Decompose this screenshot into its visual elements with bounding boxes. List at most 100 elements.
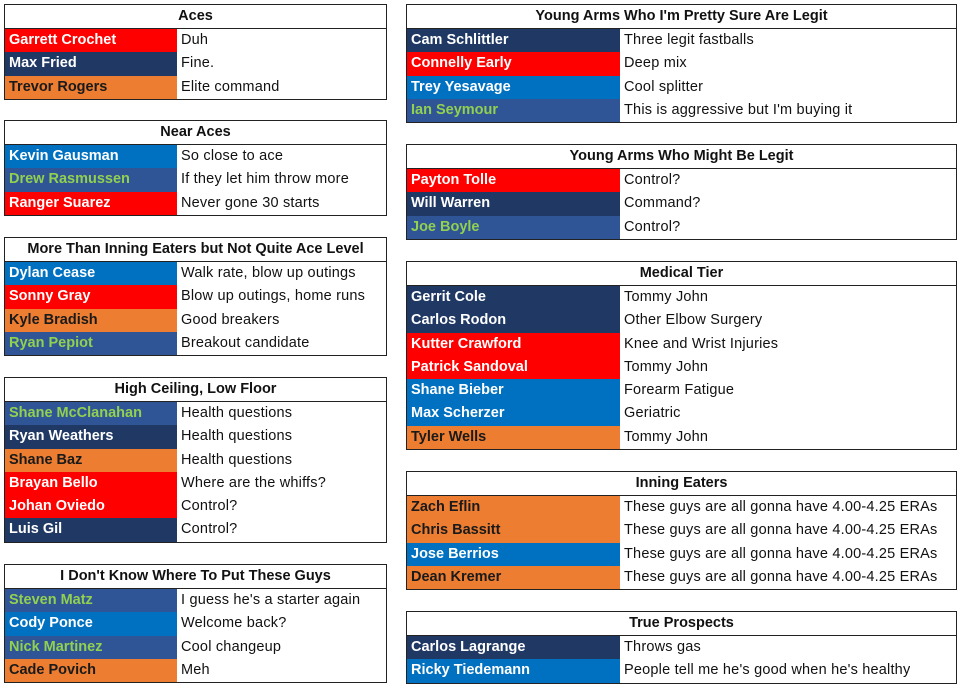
player-name: Drew Rasmussen xyxy=(5,168,177,192)
player-row: Steven Matz I guess he's a starter again xyxy=(5,589,386,613)
player-name: Kyle Bradish xyxy=(5,308,177,332)
player-name: Trevor Rogers xyxy=(5,75,177,99)
tier-title: More Than Inning Eaters but Not Quite Ac… xyxy=(5,238,386,262)
player-row: Drew Rasmussen If they let him throw more xyxy=(5,168,386,192)
tier-table: Young Arms Who Might Be Legit Payton Toll… xyxy=(406,144,957,240)
player-row: Will Warren Command? xyxy=(407,192,956,216)
player-note: These guys are all gonna have 4.00-4.25 … xyxy=(624,568,938,585)
player-name: Tyler Wells xyxy=(407,425,620,450)
tier-table: I Don't Know Where To Put These Guys Stev… xyxy=(4,564,387,684)
player-note: Command? xyxy=(624,195,701,212)
player-name: Nick Martinez xyxy=(5,635,177,659)
player-note: Forearm Fatigue xyxy=(624,382,735,399)
player-note: Meh xyxy=(181,661,210,678)
player-note: Breakout candidate xyxy=(181,334,310,351)
player-note: Health questions xyxy=(181,428,293,445)
player-note: Cool changeup xyxy=(181,638,282,655)
player-name: Gerrit Cole xyxy=(407,286,620,310)
player-row: Max Fried Fine. xyxy=(5,52,386,76)
tier-title: Aces xyxy=(5,5,386,29)
player-name: Garrett Crochet xyxy=(5,29,177,53)
player-note: Tommy John xyxy=(624,358,709,375)
player-name: Zach Eflin xyxy=(407,496,620,520)
player-note: Health questions xyxy=(181,405,293,421)
player-note: Deep mix xyxy=(624,55,687,72)
player-row: Nick Martinez Cool changeup xyxy=(5,635,386,659)
player-row: Jose Berrios These guys are all gonna hav… xyxy=(407,542,956,566)
player-row: Shane McClanahan Health questions xyxy=(5,402,386,426)
player-note: This is aggressive but I'm buying it xyxy=(624,101,853,118)
player-row: Ian Seymour This is aggressive but I'm bu… xyxy=(407,98,956,123)
player-row: Cade Povich Meh xyxy=(5,658,386,683)
player-name: Ian Seymour xyxy=(407,98,620,123)
player-name: Carlos Lagrange xyxy=(407,636,620,660)
player-note: Fine. xyxy=(181,55,215,72)
player-note: Health questions xyxy=(181,451,293,468)
player-row: Zach Eflin These guys are all gonna have … xyxy=(407,496,956,520)
player-note: Knee and Wrist Injuries xyxy=(624,335,779,352)
player-name: Steven Matz xyxy=(5,589,177,613)
player-note: Never gone 30 starts xyxy=(181,194,320,211)
player-name: Ryan Weathers xyxy=(5,425,177,449)
player-note: Blow up outings, home runs xyxy=(181,288,366,305)
player-row: Kyle Bradish Good breakers xyxy=(5,308,386,332)
player-name: Connelly Early xyxy=(407,52,620,76)
player-row: Ryan Weathers Health questions xyxy=(5,425,386,449)
player-name: Patrick Sandoval xyxy=(407,355,620,380)
player-note: Walk rate, blow up outings xyxy=(181,265,356,281)
player-note: If they let him throw more xyxy=(181,171,349,188)
player-note: Throws gas xyxy=(624,639,701,655)
tier-table: More Than Inning Eaters but Not Quite Ac… xyxy=(4,237,387,357)
tier-title: High Ceiling, Low Floor xyxy=(5,378,386,402)
player-name: Joe Boyle xyxy=(407,215,620,239)
player-name: Sonny Gray xyxy=(5,285,177,309)
player-row: Garrett Crochet Duh xyxy=(5,29,386,53)
player-row: Trey Yesavage Cool splitter xyxy=(407,75,956,99)
tier-table: Medical Tier Gerrit Cole Tommy John Carlos … xyxy=(406,261,957,451)
player-note: Control? xyxy=(624,172,681,188)
player-row: Trevor Rogers Elite command xyxy=(5,75,386,99)
player-name: Dean Kremer xyxy=(407,565,620,590)
player-note: Other Elbow Surgery xyxy=(624,312,763,329)
player-note: Geriatric xyxy=(624,405,681,422)
player-name: Dylan Cease xyxy=(5,262,177,286)
player-note: People tell me he's good when he's healt… xyxy=(624,662,911,679)
player-name: Trey Yesavage xyxy=(407,75,620,99)
tier-table: Inning Eaters Zach Eflin These guys are al… xyxy=(406,471,957,591)
player-row: Patrick Sandoval Tommy John xyxy=(407,355,956,380)
tier-title: Inning Eaters xyxy=(407,472,956,496)
player-note: I guess he's a starter again xyxy=(181,592,361,608)
tier-title: True Prospects xyxy=(407,612,956,636)
player-name: Carlos Rodon xyxy=(407,309,620,333)
player-row: Johan Oviedo Control? xyxy=(5,495,386,519)
player-note: Control? xyxy=(624,218,681,235)
player-note: These guys are all gonna have 4.00-4.25 … xyxy=(624,522,938,539)
tier-title: I Don't Know Where To Put These Guys xyxy=(5,565,386,589)
player-note: Where are the whiffs? xyxy=(181,474,326,491)
player-name: Cam Schlittler xyxy=(407,29,620,53)
player-name: Max Scherzer xyxy=(407,402,620,426)
player-note: Cool splitter xyxy=(624,78,704,95)
tier-title: Young Arms Who Might Be Legit xyxy=(407,145,956,169)
tier-table: True Prospects Carlos Lagrange Throws gas R… xyxy=(406,611,957,684)
player-note: Control? xyxy=(181,498,238,515)
player-row: Chris Bassitt These guys are all gonna ha… xyxy=(407,519,956,543)
player-note: Tommy John xyxy=(624,289,709,305)
player-name: Shane McClanahan xyxy=(5,402,177,426)
player-note: Elite command xyxy=(181,78,280,95)
player-row: Ranger Suarez Never gone 30 starts xyxy=(5,191,386,215)
player-row: Brayan Bello Where are the whiffs? xyxy=(5,471,386,496)
player-note: Control? xyxy=(181,521,238,538)
player-name: Payton Tolle xyxy=(407,169,620,193)
tier-table: Young Arms Who I'm Pretty Sure Are Legit… xyxy=(406,4,957,124)
player-row: Tyler Wells Tommy John xyxy=(407,425,956,450)
player-note: These guys are all gonna have 4.00-4.25 … xyxy=(624,499,938,515)
player-name: Luis Gil xyxy=(5,518,177,542)
player-name: Will Warren xyxy=(407,192,620,216)
player-name: Ranger Suarez xyxy=(5,191,177,215)
player-name: Brayan Bello xyxy=(5,471,177,496)
player-name: Shane Baz xyxy=(5,448,177,472)
player-note: Three legit fastballs xyxy=(624,32,754,48)
player-note: Tommy John xyxy=(624,428,709,445)
tier-table: High Ceiling, Low Floor Shane McClanahan H… xyxy=(4,377,387,543)
